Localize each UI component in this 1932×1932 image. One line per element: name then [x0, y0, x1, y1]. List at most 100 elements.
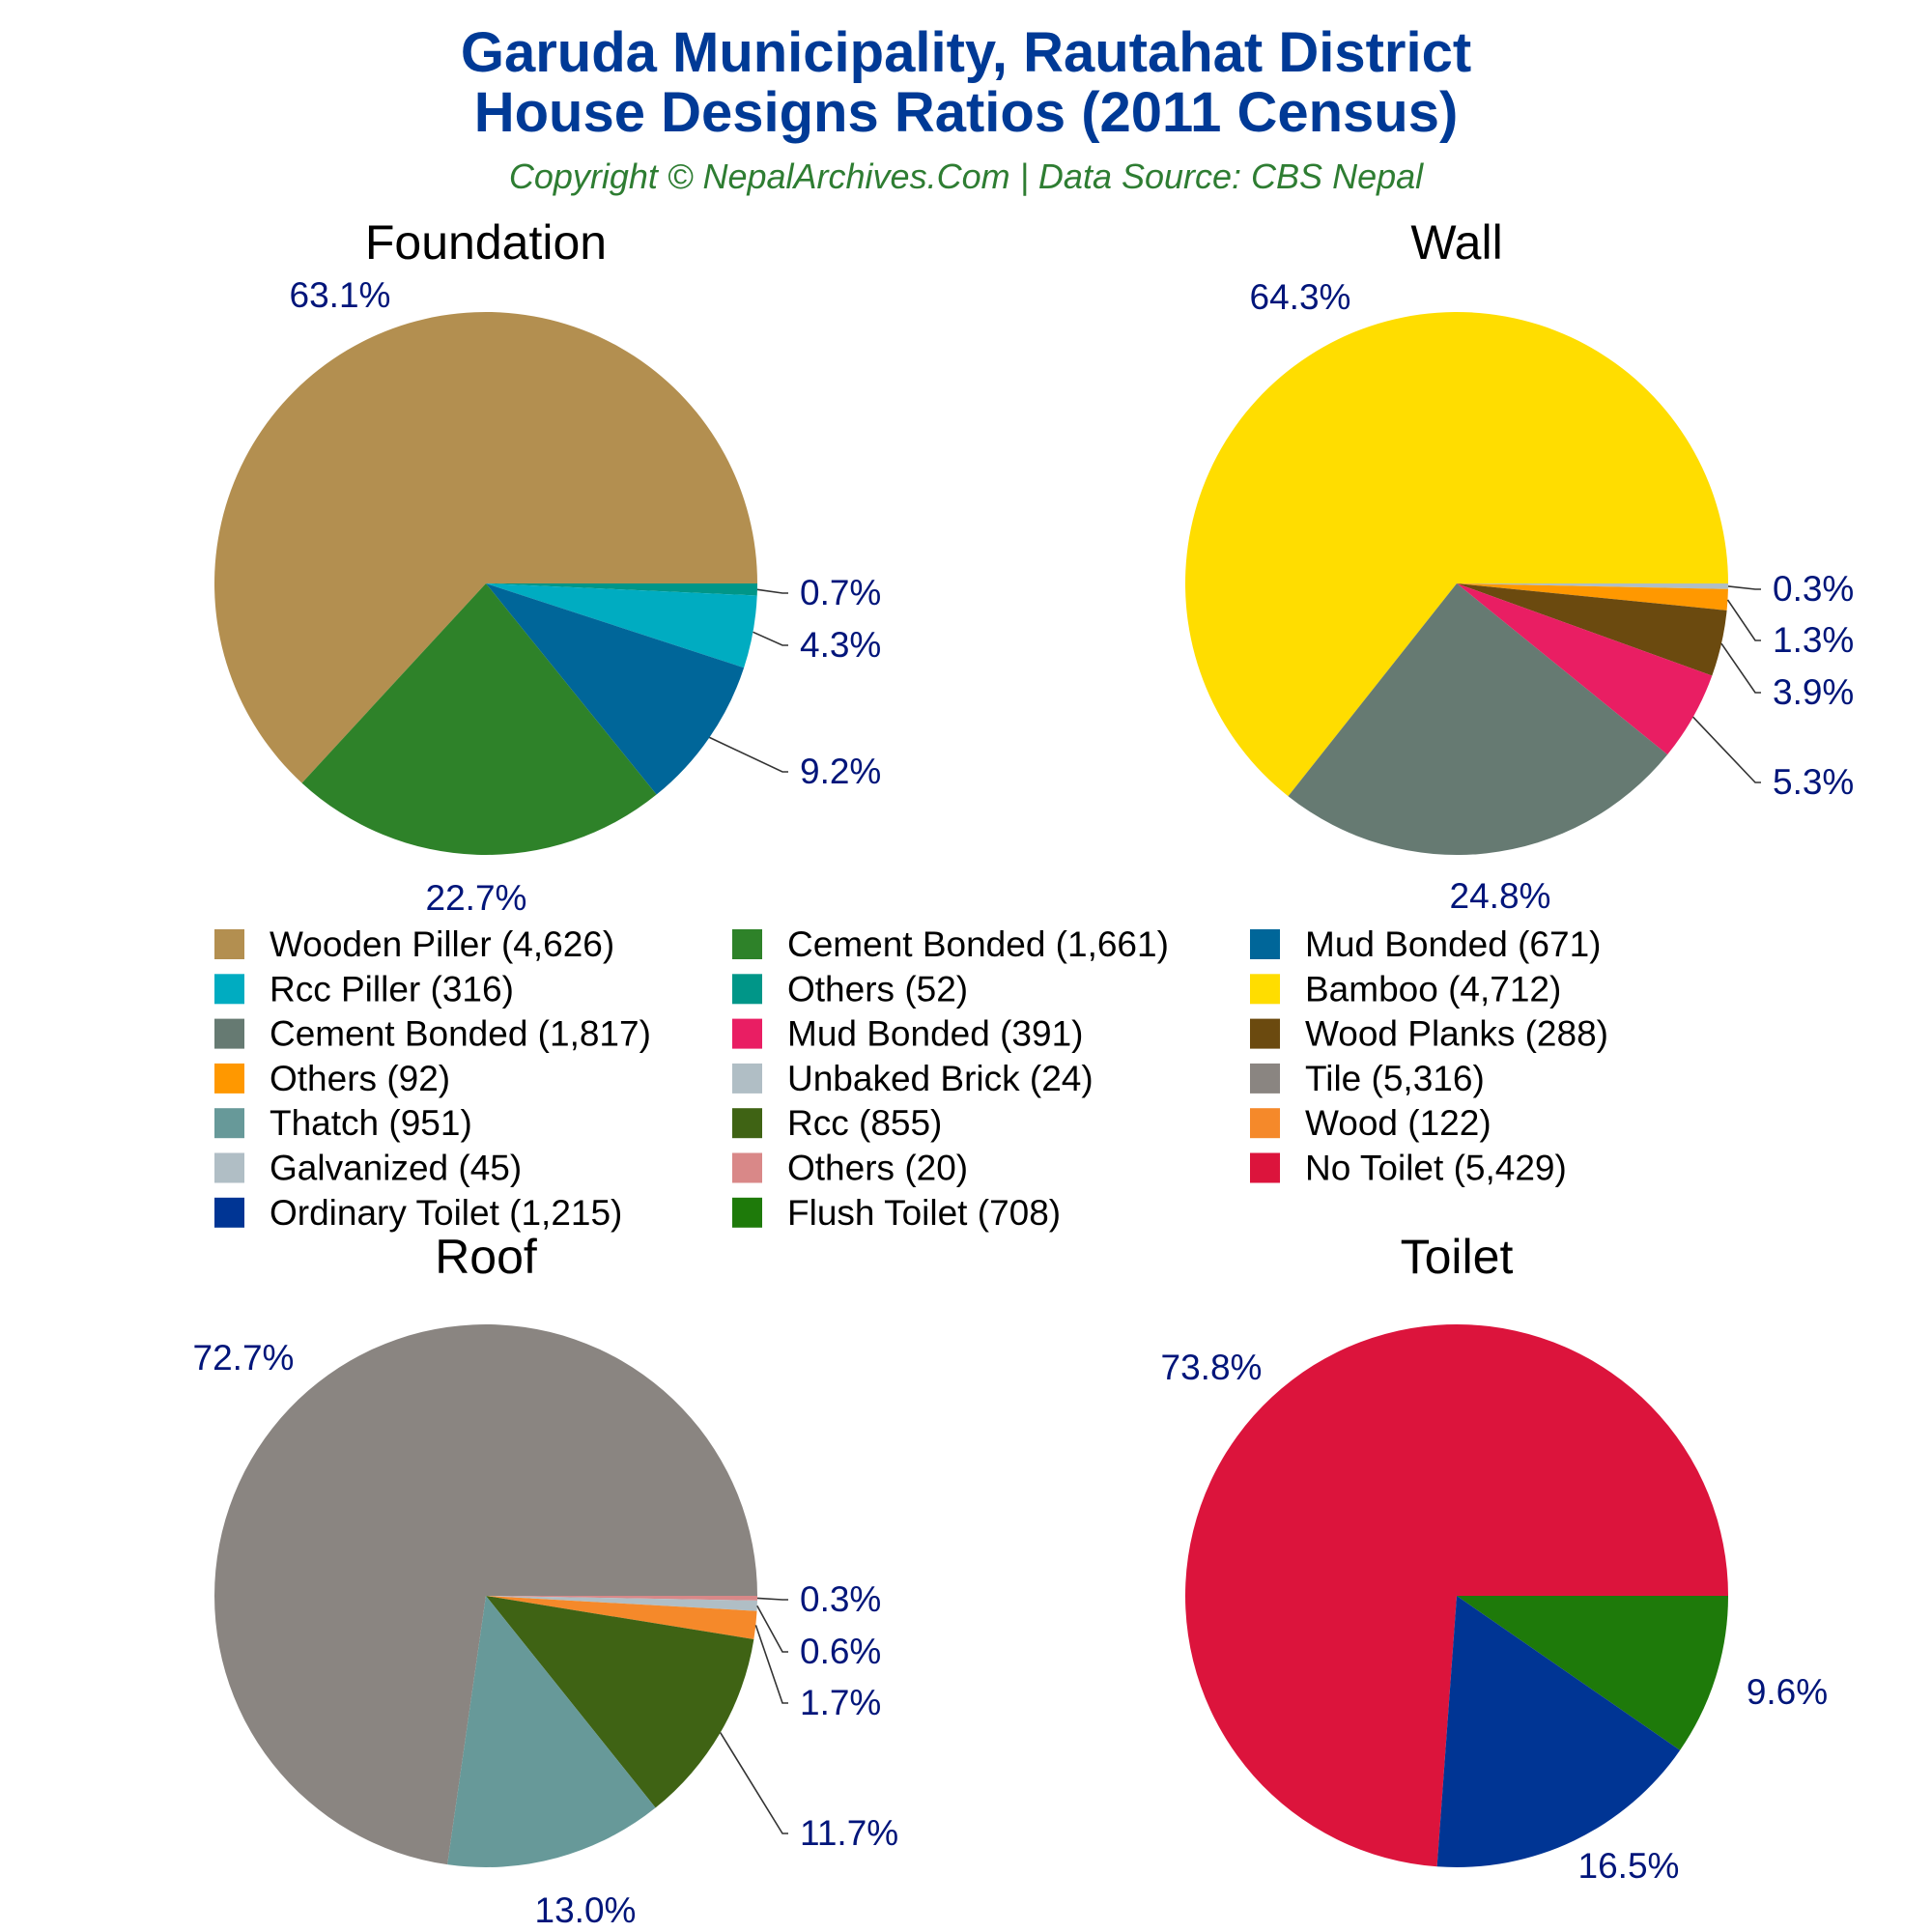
pie-title: Roof — [435, 1230, 537, 1284]
legend-swatch — [1250, 929, 1280, 959]
pie-slice — [301, 583, 657, 855]
legend-label: Mud Bonded (671) — [1305, 924, 1601, 964]
legend-label: Unbaked Brick (24) — [787, 1059, 1094, 1098]
legend-item: Tile (5,316) — [1250, 1059, 1485, 1098]
legend-item: Mud Bonded (391) — [732, 1014, 1083, 1054]
legend-label: Thatch (951) — [270, 1103, 472, 1143]
pie-slice — [1185, 311, 1728, 797]
pie-percent-label: 11.7% — [800, 1813, 898, 1853]
legend-label: Others (52) — [787, 969, 968, 1009]
pie-slice — [486, 1596, 757, 1601]
legend-label: Bamboo (4,712) — [1305, 969, 1561, 1009]
label-leader-line — [756, 1605, 788, 1653]
legend-label: No Toilet (5,429) — [1305, 1149, 1567, 1188]
pie-slice — [1457, 583, 1713, 755]
legend-item: Wood (122) — [1250, 1103, 1492, 1143]
legend-item: Cement Bonded (1,661) — [732, 924, 1169, 964]
legend-label: Mud Bonded (391) — [787, 1014, 1083, 1054]
pie-slice — [486, 583, 757, 596]
pie-percent-label: 5.3% — [1773, 762, 1854, 802]
legend-item: Ordinary Toilet (1,215) — [214, 1193, 622, 1233]
label-leader-line — [720, 1732, 788, 1834]
pie-slice — [213, 1323, 757, 1865]
legend-swatch — [214, 974, 244, 1005]
pie-percent-label: 3.9% — [1773, 672, 1854, 712]
chart-title-line2: House Designs Ratios (2011 Census) — [474, 81, 1459, 144]
legend-label: Flush Toilet (708) — [787, 1193, 1061, 1233]
legend-swatch — [732, 974, 762, 1005]
legend-swatch — [214, 1063, 244, 1094]
legend-item: Mud Bonded (671) — [1250, 924, 1601, 964]
legend-swatch — [1250, 1152, 1280, 1183]
legend-label: Wood Planks (288) — [1305, 1014, 1608, 1054]
pie-percent-label: 4.3% — [800, 625, 881, 665]
pie-foundation: Foundation 63.1% 0.7% 4.3% 9.2% 22.7% — [213, 215, 881, 918]
label-leader-line — [1692, 716, 1761, 783]
legend-item: Bamboo (4,712) — [1250, 969, 1561, 1009]
legend-swatch — [214, 1197, 244, 1228]
legend-swatch — [732, 1063, 762, 1094]
pie-toilet: Toilet 73.8% 9.6% 16.5% — [1161, 1230, 1829, 1886]
legend-swatch — [214, 1108, 244, 1139]
legend-item: Others (20) — [732, 1149, 968, 1188]
legend-item: Rcc Piller (316) — [214, 969, 514, 1009]
label-leader-line — [1727, 585, 1761, 590]
legend-swatch — [214, 929, 244, 959]
pie-percent-label: 1.7% — [800, 1683, 881, 1722]
legend-item: Thatch (951) — [214, 1103, 472, 1143]
pie-slice — [1185, 1324, 1728, 1867]
legend-label: Wooden Piller (4,626) — [270, 924, 614, 964]
legend-label: Others (20) — [787, 1149, 968, 1188]
pie-percent-label: 24.8% — [1450, 876, 1551, 916]
label-leader-line — [1726, 599, 1761, 641]
pie-percent-label: 9.2% — [800, 752, 881, 791]
legend-label: Ordinary Toilet (1,215) — [270, 1193, 622, 1233]
legend-item: Unbaked Brick (24) — [732, 1059, 1094, 1098]
legend-swatch — [732, 1152, 762, 1183]
legend: Wooden Piller (4,626) Cement Bonded (1,66… — [214, 924, 1608, 1233]
legend-item: No Toilet (5,429) — [1250, 1149, 1567, 1188]
legend-swatch — [1250, 1063, 1280, 1094]
pie-title: Foundation — [365, 215, 607, 270]
pie-slice — [486, 583, 757, 668]
pie-percent-label: 0.3% — [1773, 569, 1854, 609]
pie-percent-label: 1.3% — [1773, 620, 1854, 660]
legend-label: Tile (5,316) — [1305, 1059, 1485, 1098]
legend-label: Cement Bonded (1,661) — [787, 924, 1169, 964]
legend-item: Others (92) — [214, 1059, 450, 1098]
pie-roof: Roof 72.7% 0.3% 0.6% 1.7% 11.7% 13.0% — [193, 1230, 899, 1930]
legend-label: Rcc Piller (316) — [270, 969, 514, 1009]
legend-swatch — [1250, 1018, 1280, 1049]
pie-percent-label: 9.6% — [1747, 1672, 1828, 1712]
pie-percent-label: 0.7% — [800, 573, 881, 612]
pie-slice — [1288, 583, 1668, 855]
legend-swatch — [1250, 974, 1280, 1005]
pie-percent-label: 0.3% — [800, 1579, 881, 1619]
legend-swatch — [214, 1018, 244, 1049]
pie-charts: Foundation 63.1% 0.7% 4.3% 9.2% 22.7% Wall 64.3… — [193, 215, 1855, 1930]
legend-item: Others (52) — [732, 969, 968, 1009]
pie-slice — [1457, 583, 1728, 611]
chart-subtitle: Copyright © NepalArchives.Com | Data Sou… — [509, 156, 1424, 196]
pie-percent-label: 13.0% — [535, 1890, 637, 1930]
pie-percent-label: 64.3% — [1250, 277, 1351, 317]
legend-swatch — [732, 1108, 762, 1139]
pie-slice — [213, 311, 758, 783]
pie-percent-label: 73.8% — [1161, 1348, 1263, 1387]
legend-swatch — [732, 929, 762, 959]
label-leader-line — [756, 588, 788, 594]
legend-item: Rcc (855) — [732, 1103, 942, 1143]
pie-slice — [1457, 583, 1728, 589]
pie-slice — [486, 583, 745, 795]
pie-percent-label: 63.1% — [290, 275, 391, 315]
legend-label: Cement Bonded (1,817) — [270, 1014, 651, 1054]
legend-item: Galvanized (45) — [214, 1149, 522, 1188]
pie-percent-label: 72.7% — [193, 1338, 295, 1378]
pie-slice — [1457, 583, 1727, 676]
legend-swatch — [214, 1152, 244, 1183]
legend-item: Wood Planks (288) — [1250, 1014, 1608, 1054]
pie-slice — [486, 1596, 754, 1808]
pie-slice — [1457, 1596, 1728, 1750]
label-leader-line — [754, 1625, 788, 1704]
